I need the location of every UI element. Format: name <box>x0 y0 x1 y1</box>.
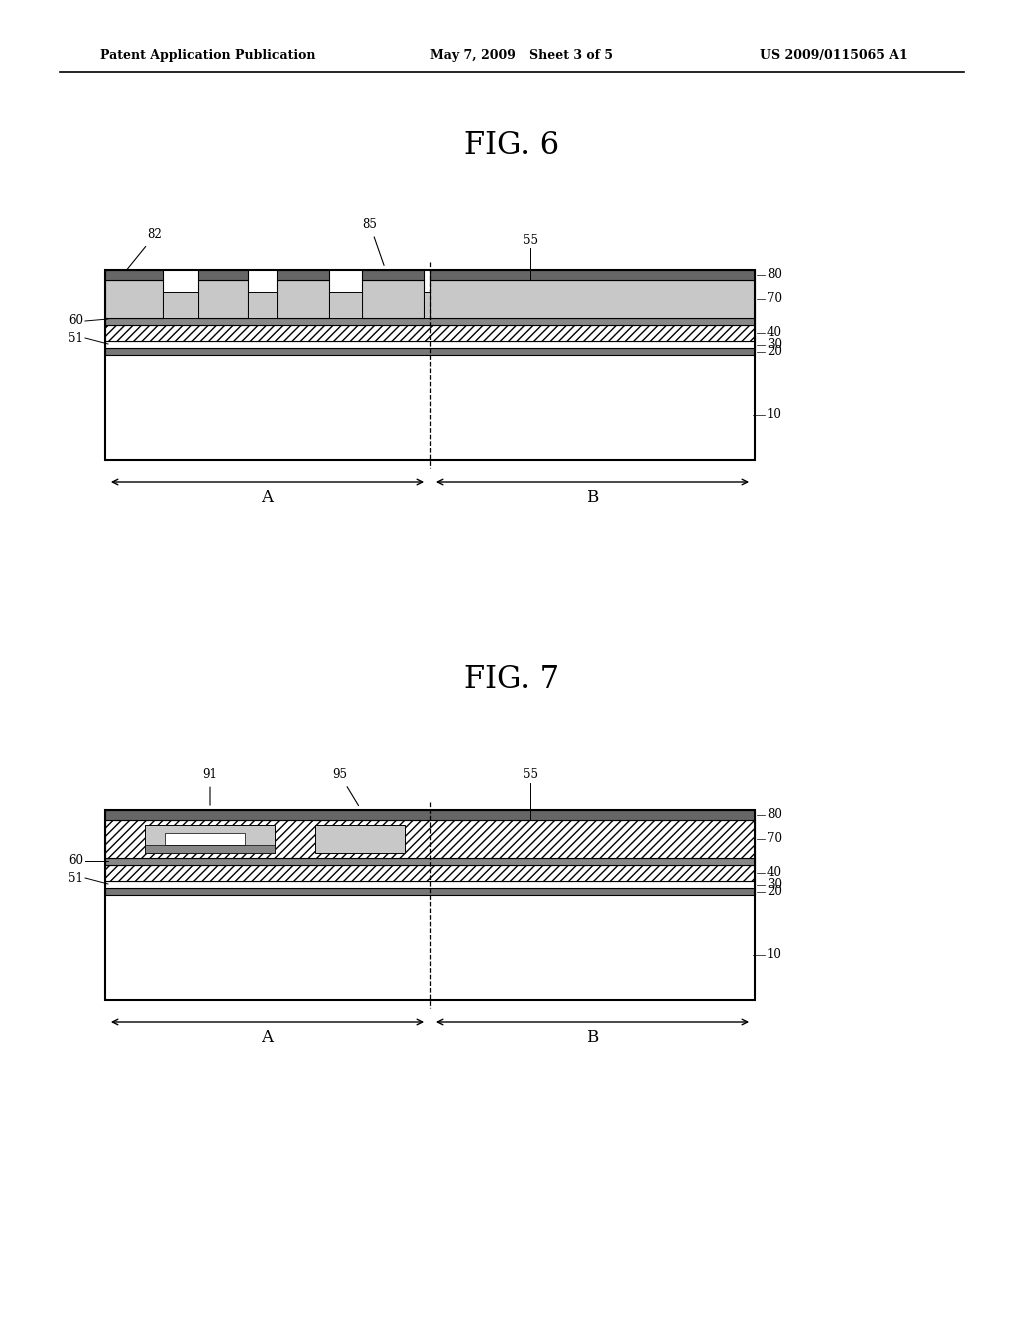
Bar <box>105 895 755 1001</box>
Text: A: A <box>261 1030 273 1047</box>
Text: 40: 40 <box>767 866 782 879</box>
Text: 30: 30 <box>767 338 782 351</box>
Bar <box>105 355 755 459</box>
Text: 91: 91 <box>203 768 217 805</box>
Bar <box>105 341 755 348</box>
Bar <box>105 888 755 895</box>
Bar <box>105 280 163 318</box>
Bar <box>329 292 362 318</box>
Bar <box>105 348 755 355</box>
Bar <box>145 845 275 853</box>
Bar <box>105 810 755 820</box>
Text: 80: 80 <box>767 808 782 821</box>
Text: 82: 82 <box>127 228 163 269</box>
Bar <box>362 271 424 280</box>
Bar <box>198 271 248 280</box>
Bar <box>430 271 755 280</box>
Bar <box>315 825 406 853</box>
Text: US 2009/0115065 A1: US 2009/0115065 A1 <box>760 49 907 62</box>
Bar <box>362 280 424 318</box>
Bar <box>105 858 755 865</box>
Text: Patent Application Publication: Patent Application Publication <box>100 49 315 62</box>
Bar <box>198 280 248 318</box>
Text: 10: 10 <box>767 949 782 961</box>
Bar <box>105 865 755 880</box>
Text: 70: 70 <box>767 293 782 305</box>
Text: 20: 20 <box>767 345 782 358</box>
Bar <box>278 271 329 280</box>
Bar <box>163 292 198 318</box>
Bar <box>278 280 329 318</box>
Bar <box>424 292 430 318</box>
Text: 95: 95 <box>333 768 358 805</box>
Text: 55: 55 <box>522 768 538 781</box>
Bar <box>105 318 755 325</box>
Text: 60: 60 <box>68 854 83 867</box>
Text: 10: 10 <box>767 408 782 421</box>
Text: May 7, 2009   Sheet 3 of 5: May 7, 2009 Sheet 3 of 5 <box>430 49 613 62</box>
Text: 51: 51 <box>69 871 83 884</box>
Text: A: A <box>261 490 273 507</box>
Bar <box>105 325 755 341</box>
Text: B: B <box>586 490 598 507</box>
Bar <box>165 833 245 845</box>
Text: FIG. 7: FIG. 7 <box>465 664 559 696</box>
Text: 40: 40 <box>767 326 782 339</box>
Text: 20: 20 <box>767 884 782 898</box>
Text: 30: 30 <box>767 878 782 891</box>
Bar <box>105 271 163 280</box>
Text: B: B <box>586 1030 598 1047</box>
Bar <box>105 880 755 888</box>
Text: 70: 70 <box>767 833 782 846</box>
Bar <box>248 292 278 318</box>
Bar <box>105 810 755 1001</box>
Bar <box>105 820 755 858</box>
Text: 55: 55 <box>522 234 538 247</box>
Text: 51: 51 <box>69 331 83 345</box>
Bar <box>145 825 275 853</box>
Text: 80: 80 <box>767 268 782 281</box>
Text: 60: 60 <box>68 314 83 327</box>
Bar <box>105 271 755 459</box>
Text: FIG. 6: FIG. 6 <box>465 129 559 161</box>
Bar <box>430 280 755 318</box>
Text: 85: 85 <box>362 219 384 265</box>
